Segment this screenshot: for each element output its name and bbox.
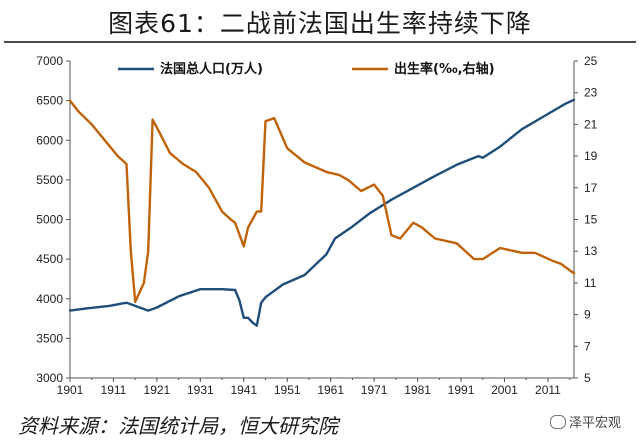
watermark-text: 泽平宏观 — [569, 416, 622, 431]
x-tick-label: 2011 — [535, 383, 561, 397]
y-left-tick-label: 5500 — [36, 173, 63, 187]
x-tick-label: 1971 — [361, 383, 388, 397]
series-layer — [68, 98, 576, 327]
birth-rate-series-line — [68, 99, 576, 304]
y-right-tick-label: 13 — [584, 244, 598, 258]
x-tick-label: 1911 — [101, 383, 127, 397]
y-right-tick-label: 23 — [584, 86, 598, 100]
x-tick-label: 1991 — [448, 383, 475, 397]
y-right-tick-label: 17 — [584, 181, 598, 195]
y-right-tick-label: 15 — [584, 213, 598, 227]
legend-label-birth-rate: 出生率(‰,右轴) — [394, 61, 495, 77]
y-right-tick-label: 5 — [584, 371, 591, 385]
y-right-tick-label: 11 — [584, 276, 597, 290]
y-left-tick-label: 6500 — [36, 94, 63, 108]
y-left-tick-label: 6000 — [36, 133, 63, 147]
y-left-tick-label: 4500 — [36, 252, 63, 266]
x-tick-label: 2001 — [491, 383, 518, 397]
y-right-tick-label: 21 — [584, 117, 598, 131]
population-series-line — [68, 98, 576, 327]
x-tick-label: 1961 — [317, 383, 344, 397]
y-left-tick-label: 5000 — [36, 213, 63, 227]
x-tick-label: 1931 — [187, 383, 214, 397]
x-tick-label: 1901 — [57, 383, 84, 397]
x-tick-label: 1981 — [404, 383, 431, 397]
x-tick-label: 1941 — [230, 383, 257, 397]
y-right-tick-label: 7 — [584, 339, 591, 353]
y-right-tick-label: 19 — [584, 149, 598, 163]
watermark: 泽平宏观 — [550, 412, 621, 431]
chart-legend: 法国总人口(万人) 出生率(‰,右轴) — [118, 61, 495, 77]
chart-axes: 3000 3500 4000 4500 5000 5500 6000 6500 7000 5 7 9 1… — [36, 54, 597, 397]
y-left-tick-label: 3000 — [36, 371, 63, 385]
y-left-tick-label: 4000 — [36, 292, 63, 306]
title-divider — [4, 41, 636, 43]
chart-title: 图表61：二战前法国出生率持续下降 — [108, 9, 532, 38]
y-right-tick-label: 9 — [584, 308, 591, 322]
legend-label-population: 法国总人口(万人) — [160, 61, 263, 77]
y-left-tick-label: 3500 — [36, 331, 63, 345]
x-tick-label: 1921 — [144, 383, 171, 397]
line-chart: 3000 3500 4000 4500 5000 5500 6000 6500 7000 5 7 9 1… — [36, 54, 597, 397]
wechat-icon — [550, 415, 566, 429]
y-left-tick-label: 7000 — [36, 54, 63, 68]
x-tick-label: 1951 — [274, 383, 301, 397]
y-right-tick-label: 25 — [584, 54, 598, 68]
source-note: 资料来源：法国统计局，恒大研究院 — [18, 414, 338, 438]
